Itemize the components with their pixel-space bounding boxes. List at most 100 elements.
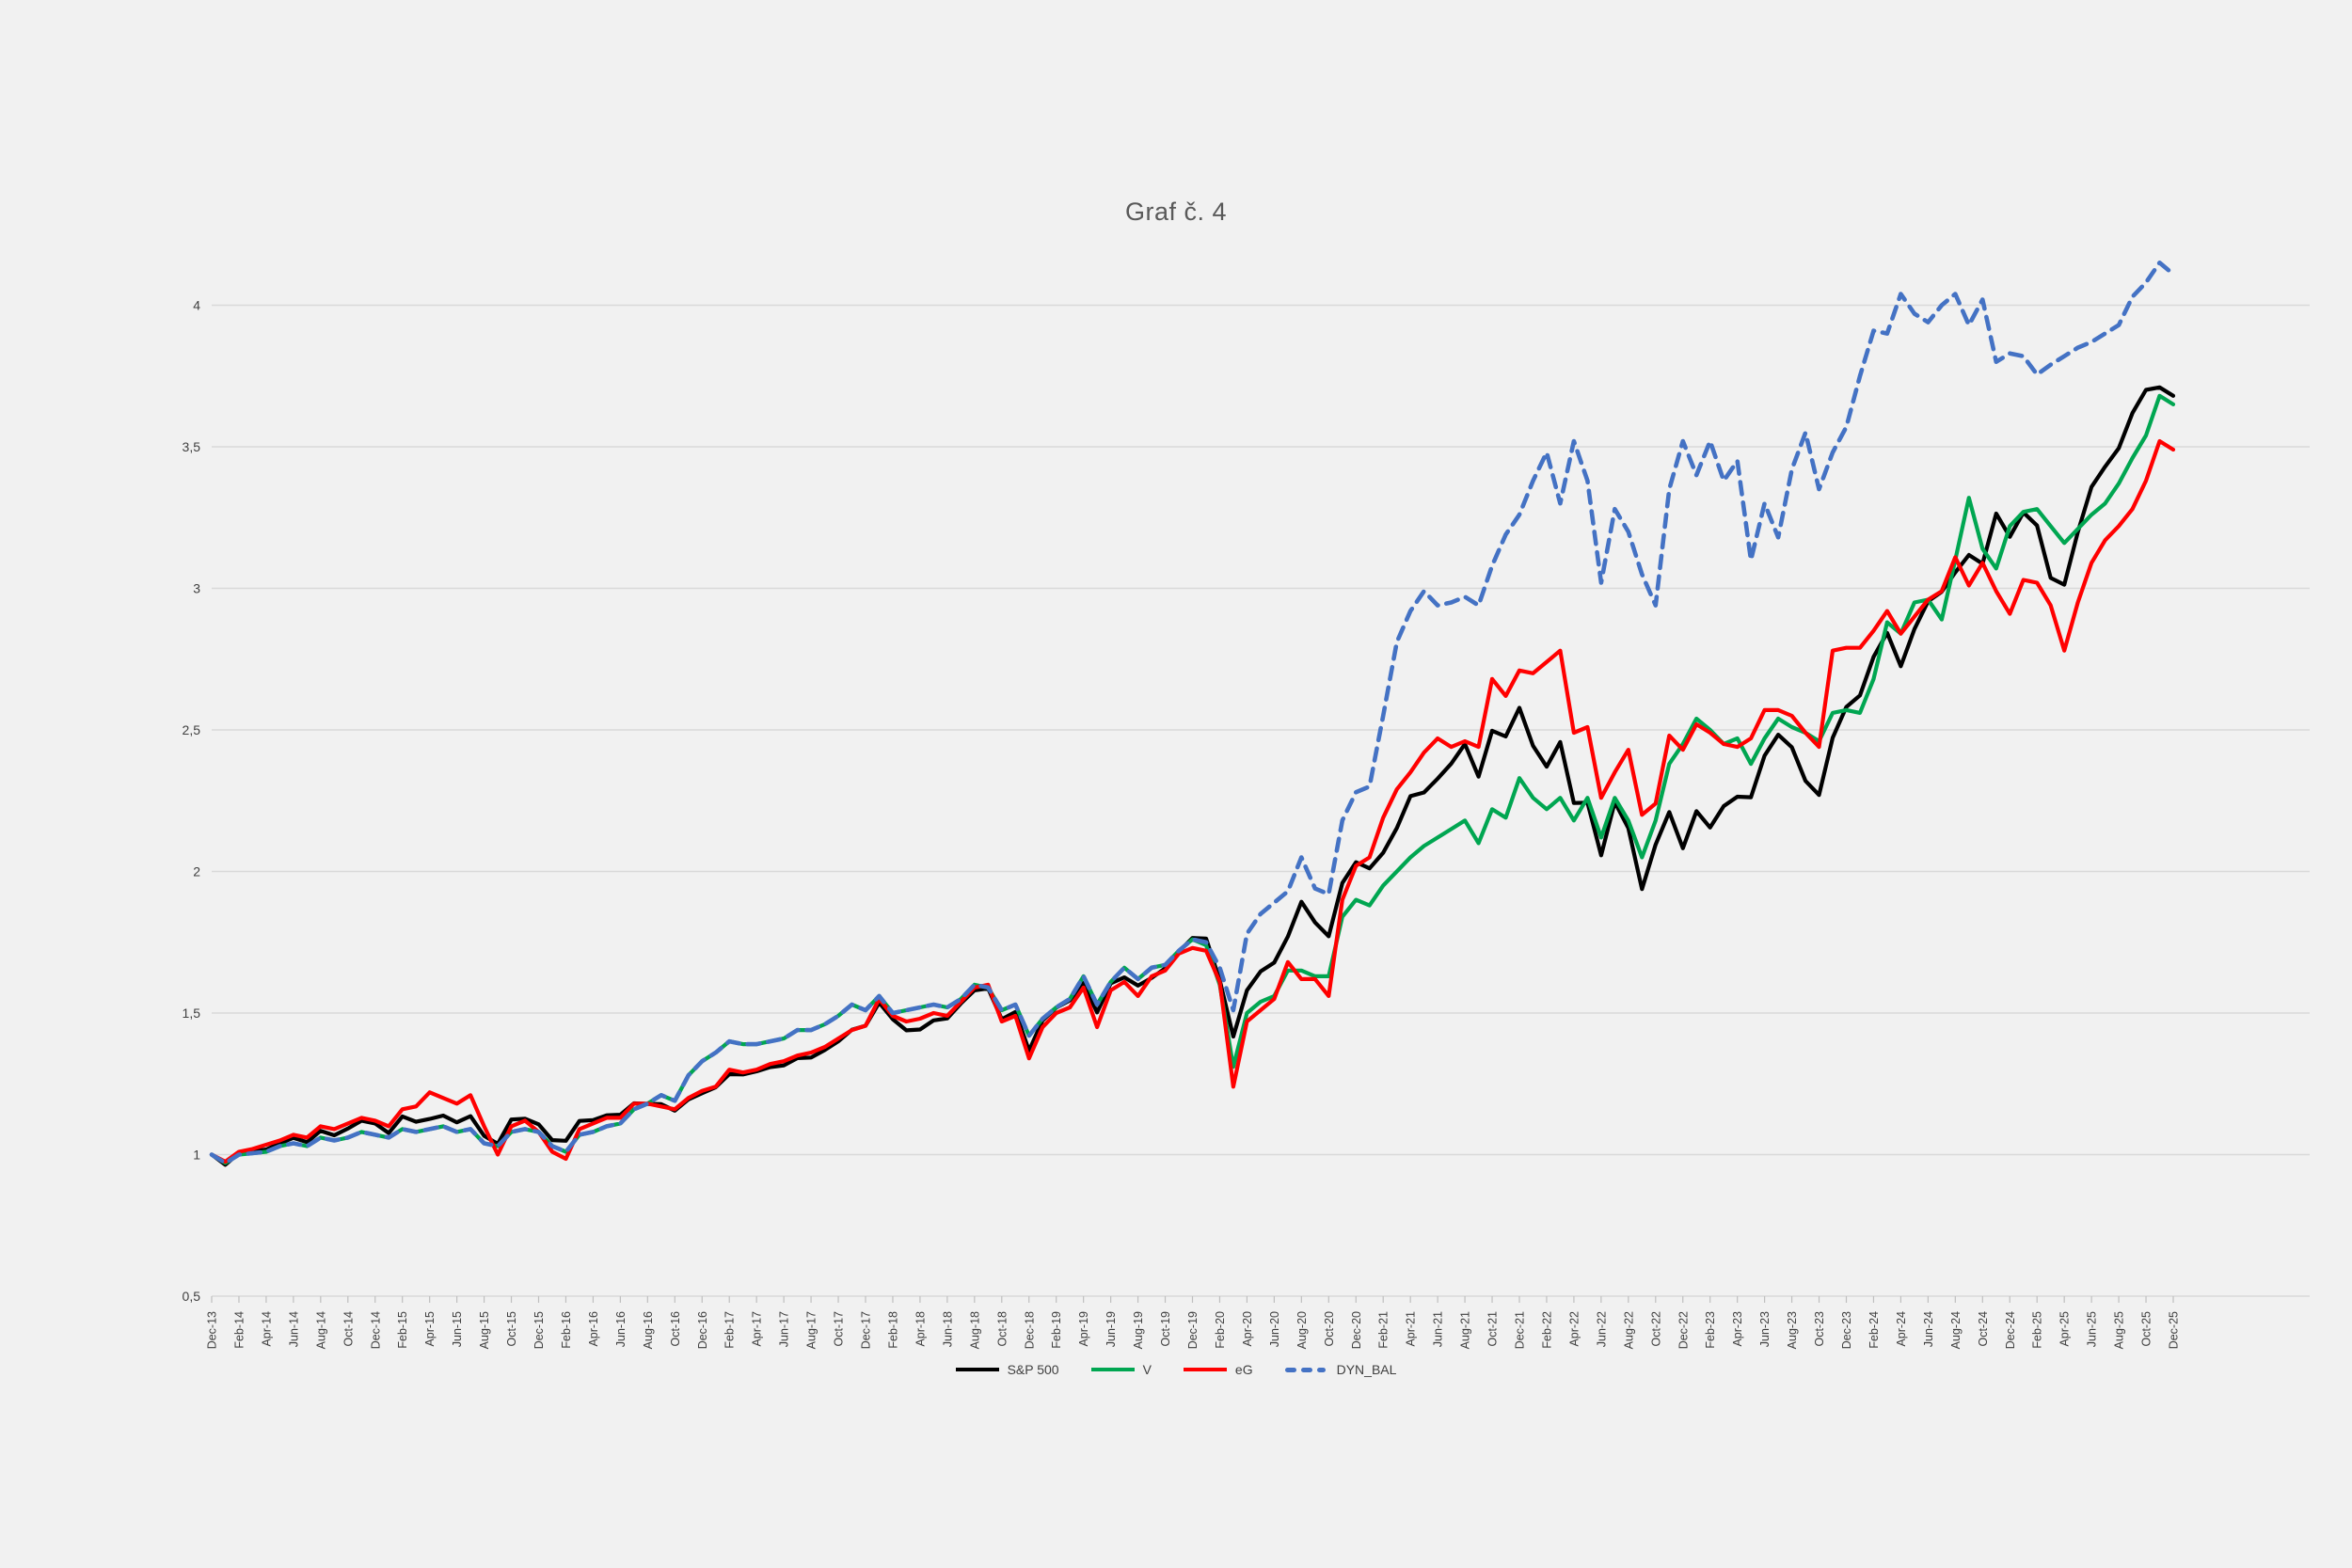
- x-axis-tick-label: Jun-18: [941, 1311, 954, 1347]
- series-line-s-p-500: [209, 385, 2176, 1167]
- x-axis-tick-label: Oct-24: [1977, 1311, 1990, 1347]
- series-line-dyn-bal: [209, 260, 2176, 1165]
- x-axis-tick-label: Oct-15: [505, 1311, 518, 1347]
- x-axis-tick-label: Jun-25: [2086, 1311, 2099, 1347]
- x-axis-tick-label: Dec-24: [2004, 1311, 2017, 1349]
- x-axis-tick-label: Jun-19: [1104, 1311, 1118, 1347]
- legend-label: S&P 500: [1007, 1362, 1059, 1377]
- x-axis-tick-label: Jun-22: [1595, 1311, 1608, 1347]
- x-axis-tick-label: Aug-16: [642, 1311, 655, 1349]
- legend-label: eG: [1234, 1362, 1253, 1377]
- legend-item-eg: eG: [1183, 1362, 1253, 1377]
- legend-line-sample: [1284, 1367, 1328, 1372]
- y-axis-tick-label: 3: [193, 581, 200, 596]
- x-axis-tick-label: Apr-19: [1077, 1311, 1090, 1347]
- x-axis-tick-label: Jun-16: [614, 1311, 628, 1347]
- x-axis-tick-label: Aug-19: [1132, 1311, 1145, 1349]
- x-axis-tick-label: Oct-25: [2140, 1311, 2153, 1347]
- x-axis-tick-label: Jun-15: [451, 1311, 464, 1347]
- x-axis-tick-label: Oct-23: [1813, 1311, 1826, 1347]
- x-axis-tick-label: Jun-24: [1922, 1311, 1935, 1347]
- legend-line-sample: [955, 1368, 999, 1371]
- x-axis-tick-label: Jun-14: [287, 1311, 300, 1347]
- x-axis-tick-label: Dec-25: [2168, 1311, 2181, 1349]
- y-axis-tick-label: 0,5: [183, 1289, 201, 1304]
- x-axis-tick-label: Oct-14: [342, 1311, 355, 1347]
- x-axis-tick-label: Jun-17: [778, 1311, 791, 1347]
- x-axis-tick-label: Feb-14: [232, 1311, 246, 1349]
- x-axis-tick-label: Feb-25: [2031, 1311, 2044, 1349]
- x-axis-tick-label: Dec-18: [1023, 1311, 1036, 1349]
- x-axis-tick-label: Feb-17: [723, 1311, 737, 1349]
- x-axis-tick-label: Oct-20: [1323, 1311, 1336, 1347]
- legend-line-sample: [1183, 1368, 1227, 1371]
- x-axis-tick-label: Aug-23: [1786, 1311, 1799, 1349]
- x-axis-tick-label: Feb-19: [1050, 1311, 1063, 1349]
- x-axis-tick-label: Jun-23: [1758, 1311, 1772, 1347]
- x-axis-tick-label: Aug-21: [1459, 1311, 1472, 1349]
- x-axis-tick-label: Jun-21: [1432, 1311, 1445, 1347]
- x-axis-tick-label: Apr-15: [423, 1311, 437, 1347]
- x-axis-tick-label: Oct-19: [1159, 1311, 1172, 1347]
- legend-line-sample: [1090, 1368, 1135, 1371]
- y-axis-tick-label: 4: [193, 298, 200, 313]
- x-axis-tick-label: Aug-17: [805, 1311, 818, 1349]
- series-line-v: [209, 393, 2176, 1165]
- x-axis-tick-label: Dec-14: [369, 1311, 382, 1349]
- x-axis-tick-label: Aug-22: [1622, 1311, 1635, 1349]
- x-axis-tick-label: Feb-24: [1867, 1311, 1881, 1349]
- series-line-eg: [209, 438, 2176, 1164]
- x-axis-tick-label: Apr-21: [1405, 1311, 1418, 1347]
- x-axis-tick-label: Dec-17: [860, 1311, 873, 1349]
- y-axis-tick-label: 3,5: [183, 439, 201, 454]
- x-axis-tick-label: Dec-23: [1840, 1311, 1853, 1349]
- x-axis-tick-label: Aug-25: [2113, 1311, 2126, 1349]
- legend-item-dyn-bal: DYN_BAL: [1284, 1362, 1397, 1377]
- x-axis-tick-label: Oct-18: [995, 1311, 1009, 1347]
- x-axis-tick-label: Oct-21: [1486, 1311, 1500, 1347]
- x-axis-tick-label: Oct-16: [669, 1311, 682, 1347]
- x-axis-tick-label: Oct-17: [833, 1311, 846, 1347]
- x-axis-tick-label: Aug-14: [314, 1311, 327, 1349]
- legend-item-s-p-500: S&P 500: [955, 1362, 1059, 1377]
- x-axis-tick-label: Aug-20: [1295, 1311, 1309, 1349]
- x-axis-tick-label: Dec-21: [1514, 1311, 1527, 1349]
- x-axis-tick-label: Dec-19: [1186, 1311, 1200, 1349]
- x-axis-tick-label: Apr-17: [751, 1311, 764, 1347]
- x-axis-tick-label: Feb-21: [1377, 1311, 1391, 1349]
- x-axis-tick-label: Aug-18: [968, 1311, 981, 1349]
- x-axis-tick-label: Dec-15: [532, 1311, 546, 1349]
- legend-label: DYN_BAL: [1336, 1362, 1397, 1377]
- x-axis-tick-label: Apr-25: [2058, 1311, 2072, 1347]
- x-axis-tick-label: Apr-22: [1567, 1311, 1581, 1347]
- y-axis-tick-label: 2,5: [183, 722, 201, 737]
- x-axis-tick-label: Dec-16: [696, 1311, 709, 1349]
- x-axis-tick-label: Dec-22: [1677, 1311, 1690, 1349]
- x-axis-tick-label: Apr-23: [1731, 1311, 1744, 1347]
- legend-label: V: [1142, 1362, 1152, 1377]
- x-axis-tick-label: Apr-24: [1895, 1311, 1908, 1347]
- y-axis-tick-label: 1: [193, 1148, 200, 1163]
- x-axis-tick-label: Dec-13: [206, 1311, 219, 1349]
- x-axis-tick-label: Aug-24: [1949, 1311, 1963, 1349]
- x-axis-tick-label: Dec-20: [1350, 1311, 1363, 1349]
- x-axis-tick-label: Jun-20: [1268, 1311, 1281, 1347]
- x-axis-tick-label: Feb-15: [396, 1311, 409, 1349]
- legend-item-v: V: [1090, 1362, 1152, 1377]
- x-axis-tick-label: Apr-14: [260, 1311, 273, 1347]
- x-axis-tick-label: Apr-20: [1241, 1311, 1254, 1347]
- x-axis-tick-label: Apr-18: [914, 1311, 927, 1347]
- x-axis-tick-label: Feb-18: [886, 1311, 899, 1349]
- x-axis-tick-label: Aug-15: [478, 1311, 491, 1349]
- x-axis-tick-label: Apr-16: [587, 1311, 600, 1347]
- x-axis-tick-label: Feb-23: [1704, 1311, 1717, 1349]
- x-axis-tick-label: Feb-16: [560, 1311, 573, 1349]
- x-axis-tick-label: Feb-22: [1540, 1311, 1553, 1349]
- y-axis-tick-label: 1,5: [183, 1006, 201, 1021]
- x-axis-tick-label: Feb-20: [1214, 1311, 1227, 1349]
- chart-title: Graf č. 4: [1124, 198, 1228, 226]
- x-axis-tick-label: Oct-22: [1649, 1311, 1662, 1347]
